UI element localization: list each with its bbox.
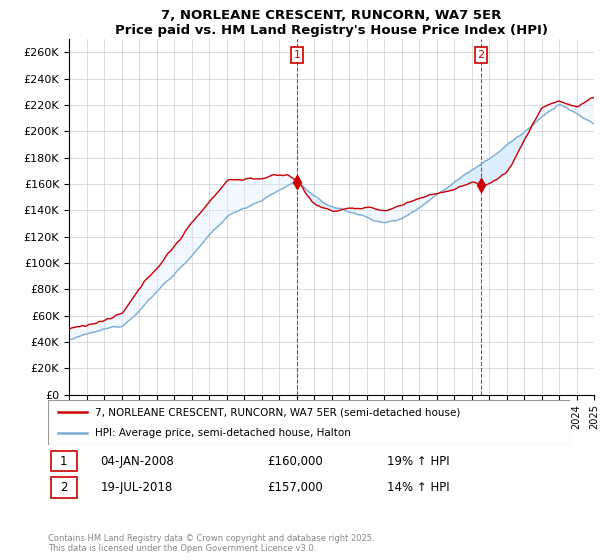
- Text: Contains HM Land Registry data © Crown copyright and database right 2025.
This d: Contains HM Land Registry data © Crown c…: [48, 534, 374, 553]
- Text: £160,000: £160,000: [267, 455, 323, 468]
- FancyBboxPatch shape: [48, 400, 570, 445]
- Text: 2: 2: [478, 50, 485, 60]
- FancyBboxPatch shape: [50, 451, 77, 472]
- Text: 14% ↑ HPI: 14% ↑ HPI: [388, 481, 450, 494]
- Text: £157,000: £157,000: [267, 481, 323, 494]
- Text: 7, NORLEANE CRESCENT, RUNCORN, WA7 5ER (semi-detached house): 7, NORLEANE CRESCENT, RUNCORN, WA7 5ER (…: [95, 408, 460, 418]
- Text: 19-JUL-2018: 19-JUL-2018: [100, 481, 172, 494]
- Text: 19% ↑ HPI: 19% ↑ HPI: [388, 455, 450, 468]
- FancyBboxPatch shape: [50, 477, 77, 498]
- Text: HPI: Average price, semi-detached house, Halton: HPI: Average price, semi-detached house,…: [95, 428, 351, 438]
- Text: 1: 1: [293, 50, 301, 60]
- Text: 04-JAN-2008: 04-JAN-2008: [100, 455, 174, 468]
- Text: 1: 1: [60, 455, 67, 468]
- Title: 7, NORLEANE CRESCENT, RUNCORN, WA7 5ER
Price paid vs. HM Land Registry's House P: 7, NORLEANE CRESCENT, RUNCORN, WA7 5ER P…: [115, 8, 548, 36]
- Text: 2: 2: [60, 481, 67, 494]
